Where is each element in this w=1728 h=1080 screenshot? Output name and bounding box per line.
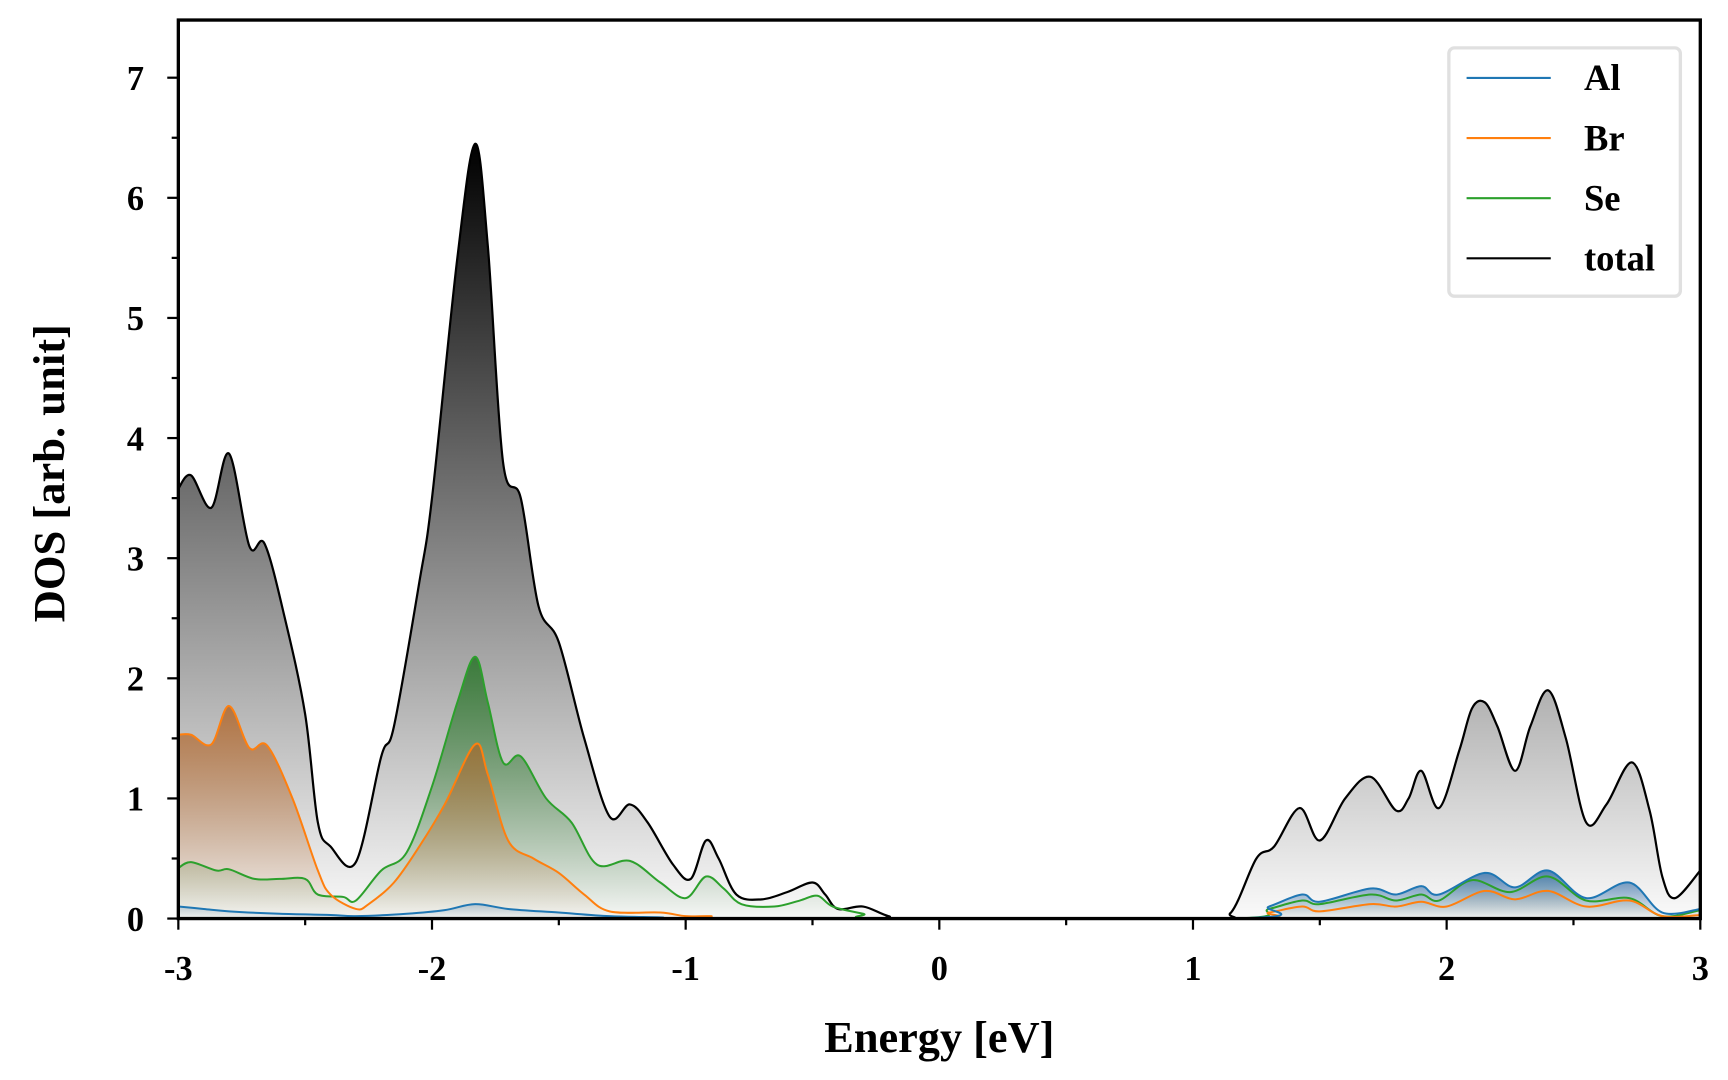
line-total [177, 142, 1702, 920]
legend-item-Al: Al [1466, 57, 1621, 98]
legend-label: Br [1584, 117, 1625, 158]
legend-item-total: total [1466, 237, 1655, 279]
y-axis: 0 1 2 3 4 5 6 7 [127, 60, 179, 939]
legend-label: Se [1584, 177, 1621, 218]
y-tick-label: 4 [127, 420, 144, 458]
legend: Al Br Se total [1447, 46, 1683, 298]
y-tick-label: 1 [127, 781, 144, 819]
x-axis-label: Energy [eV] [824, 1012, 1054, 1062]
legend-label: total [1584, 237, 1655, 278]
legend-label: Al [1584, 57, 1621, 98]
fill-total [178, 143, 1701, 919]
x-tick-label: 0 [931, 950, 948, 988]
x-tick-label: -2 [418, 950, 447, 988]
y-tick-label: 3 [127, 540, 144, 578]
x-tick-label: 2 [1438, 950, 1455, 988]
legend-item-Br: Br [1466, 117, 1625, 158]
fill-Se [178, 656, 1701, 919]
x-tick-label: -1 [671, 950, 700, 988]
x-tick-label: 1 [1184, 950, 1201, 988]
y-tick-label: 0 [127, 901, 144, 939]
y-tick-label: 5 [127, 300, 144, 338]
x-tick-label: 3 [1692, 950, 1709, 988]
line-Se [177, 655, 1701, 920]
legend-item-Se: Se [1466, 177, 1621, 218]
line-Br [178, 704, 1701, 920]
y-tick-label: 6 [127, 180, 144, 218]
x-axis: -3 -2 -1 0 1 2 3 [164, 918, 1709, 988]
y-tick-label: 2 [127, 660, 144, 698]
y-tick-label: 7 [127, 60, 144, 98]
fill-Al [178, 870, 1701, 919]
y-axis-label: DOS [arb. unit] [24, 324, 74, 622]
x-tick-label: -3 [164, 950, 193, 988]
legend-box [1447, 46, 1683, 298]
